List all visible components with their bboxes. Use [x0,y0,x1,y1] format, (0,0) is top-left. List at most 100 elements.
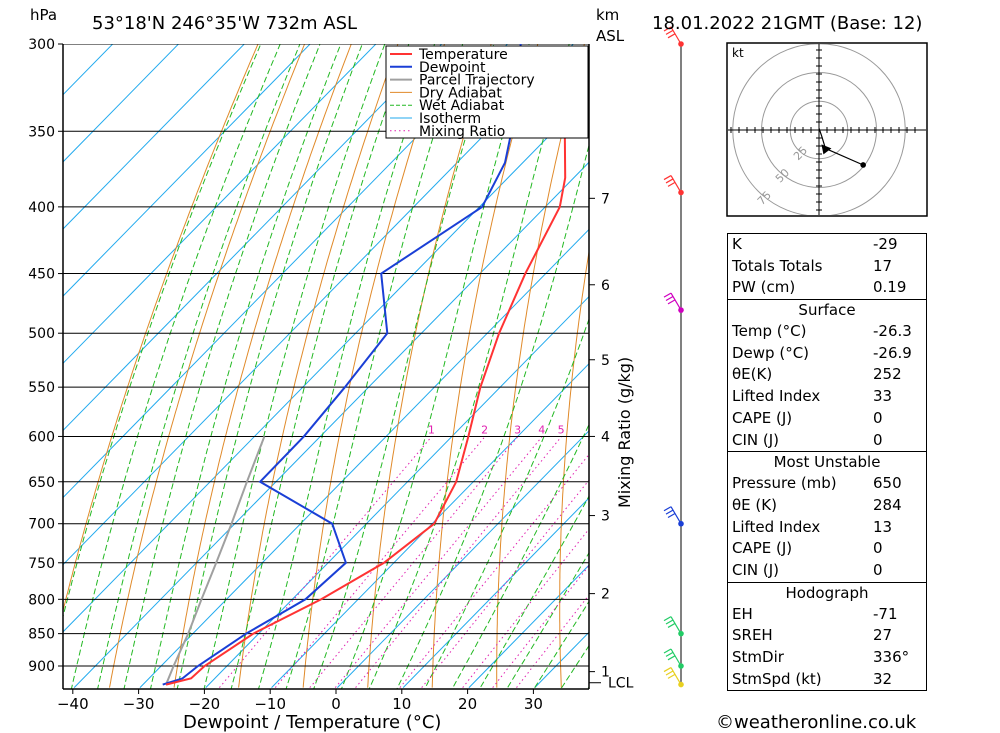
legend-label: Temperature [418,47,508,63]
hodograph-index-value: 27 [873,626,893,645]
wind-barb-feather [667,512,676,519]
mixing-ratio-line [492,564,589,688]
wet-adiabat-line [340,44,530,689]
dry-adiabat-line [238,44,399,688]
unstable-index-row: Lifted Index 13 [728,517,926,539]
mixing-ratio-label: 15 [659,423,673,436]
hodograph-index-label: StmDir [732,648,784,666]
y-tick-label: 350 [28,124,55,140]
wet-adiabat-line [230,44,410,689]
general-index-value: 17 [873,256,893,275]
chart-axes: 300350400450500550600650700750800850900−… [28,37,633,713]
wind-barb-feather [667,622,676,628]
x-tick-label: 0 [331,695,341,713]
chart-grid: 1 2 3 4 5 8 10 15 20 25 [63,44,724,689]
hodograph-index-row: EH -71 [728,604,926,626]
x-tick-label: −40 [57,695,89,713]
y-tick-label: 450 [28,267,55,283]
mixing-ratio-label: 20 [688,423,702,436]
x-tick-label: −20 [189,695,221,713]
datetime-title: 18.01.2022 21GMT (Base: 12) [652,13,922,34]
surface-index-value: 0 [873,430,883,449]
y-tick-label: 650 [28,475,55,491]
most-unstable-indices: Most Unstable Pressure (mb) 650 θE (K) 284 L… [727,451,927,582]
isotherm-line [337,430,589,688]
wet-adiabat-line [313,44,495,689]
km-tick-label: 6 [601,278,610,294]
mixing-ratio-axis-title: Mixing Ratio (g/kg) [615,357,634,508]
hodograph-trace [818,128,864,166]
isotherm-line [63,44,246,230]
hodograph-index-row: StmSpd (kt) 32 [728,669,926,691]
pressure-unit-label: hPa [30,6,57,24]
temperature-line [165,67,589,686]
mixing-ratio-label: 25 [710,423,724,436]
mixing-ratio-line [274,436,486,688]
unstable-index-value: 0 [873,560,883,579]
surface-index-value: -26.3 [873,322,912,341]
surface-index-row: θE(K) 252 [728,364,926,386]
wind-barb-feather [665,295,674,302]
dry-adiabat-line [109,44,306,688]
hodograph-index-value: 32 [873,669,893,688]
x-axis-title: Dewpoint / Temperature (°C) [183,712,441,733]
wet-adiabat-line [70,44,281,689]
height-unit-km: km [596,6,619,24]
general-indices: K -29 Totals Totals 17 PW (cm) 0.19 [727,233,927,300]
wind-barb [670,175,682,193]
y-tick-label: 900 [28,659,55,675]
isotherm-line [63,44,311,297]
wind-barb-feather [663,616,672,622]
general-index-label: K [732,235,742,253]
surface-index-row: CIN (J) 0 [728,430,926,452]
unstable-index-value: 284 [873,495,902,514]
hodograph-indices: Hodograph EH -71 SREH 27 StmDir 336° StmSpd (k… [727,581,927,692]
hodograph-index-label: EH [732,604,753,623]
wet-adiabat-line [97,44,301,689]
y-tick-label: 750 [28,556,55,572]
mixing-ratio-line [355,436,562,688]
hodograph-index-label: SREH [732,626,773,645]
hodograph-index-row: StmDir 336° [728,647,926,669]
isotherm-line [63,44,180,163]
y-tick-label: 300 [28,37,55,53]
wind-barb-feather [663,667,672,673]
isotherm-line [63,44,377,365]
km-tick-label: 7 [601,191,610,207]
surface-index-value: 33 [873,387,893,406]
copyright-label: ©weatheronline.co.uk [716,712,917,733]
wind-profile [663,26,684,688]
wind-barb [670,26,682,45]
hodograph-end-dot [860,162,866,168]
location-title: 53°18'N 246°35'W 732m ASL [92,13,357,34]
hodograph-index-row: SREH 27 [728,625,926,647]
x-tick-label: 20 [458,695,477,713]
wind-barb-feather [667,655,676,661]
mixing-ratio-label: 2 [481,423,488,436]
y-tick-label: 400 [28,200,55,216]
surface-index-value: 0 [873,408,883,427]
y-tick-label: 500 [28,326,55,342]
mixing-ratio-line [421,479,589,688]
unstable-index-row: CIN (J) 0 [728,560,926,582]
unstable-index-label: θE (K) [732,495,777,514]
x-tick-label: −30 [123,695,155,713]
wind-barb-feather [665,651,674,657]
wind-barb-feather [663,26,672,32]
dry-adiabat-line [367,44,492,688]
km-tick-label: 5 [601,353,610,369]
unstable-index-value: 0 [873,539,883,558]
hodograph-title: Hodograph [785,583,869,602]
legend-label: Parcel Trajectory [419,73,535,89]
dewpoint-line [162,44,522,686]
wind-barb-feather [665,178,674,184]
general-index-value: 0.19 [873,278,907,297]
wind-barb [670,506,682,525]
unstable-index-row: Pressure (mb) 650 [728,473,926,495]
km-tick-label: 3 [601,509,610,525]
surface-index-label: CAPE (J) [732,408,793,427]
mixing-ratio-label: 4 [538,423,545,436]
wind-barb [670,292,682,311]
wet-adiabat-line [123,44,321,689]
